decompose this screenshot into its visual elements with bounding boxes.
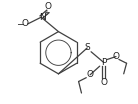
Text: O: O [112, 52, 120, 61]
Text: +: + [43, 10, 49, 16]
Text: P: P [101, 58, 106, 67]
Text: O: O [21, 19, 28, 28]
Text: O: O [87, 70, 94, 79]
Text: N: N [39, 13, 46, 22]
Text: −: − [16, 19, 24, 28]
Text: O: O [44, 2, 51, 11]
Text: S: S [84, 43, 90, 52]
Text: O: O [100, 78, 107, 87]
